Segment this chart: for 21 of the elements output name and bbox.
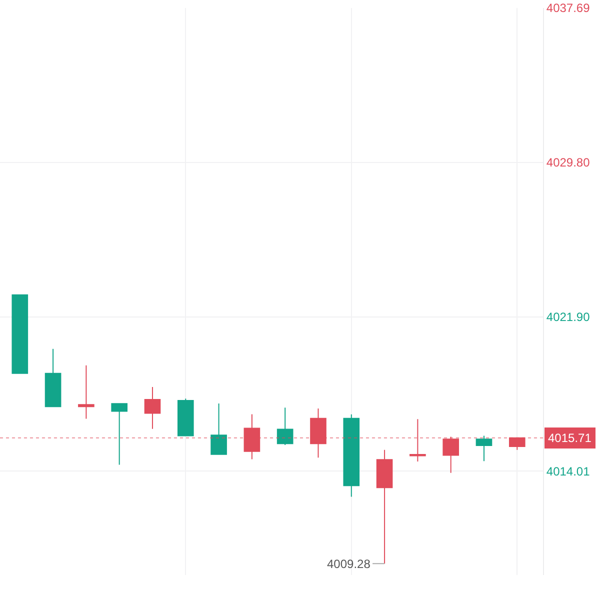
candlestick	[442, 436, 459, 474]
candlestick	[508, 437, 526, 450]
candlestick	[44, 348, 62, 408]
candlestick	[343, 414, 360, 498]
candlestick	[177, 398, 194, 436]
candlestick	[12, 294, 28, 374]
y-tick-label: 4021.90	[546, 310, 590, 324]
y-tick-label: 4029.80	[546, 156, 590, 170]
candlestick	[111, 403, 128, 466]
y-tick-label: 4014.01	[546, 464, 590, 478]
candlestick	[276, 407, 294, 446]
ref-line-label: 4015.71	[548, 431, 592, 445]
candlestick	[310, 408, 326, 458]
candlestick	[410, 418, 426, 462]
y-tick-label: 4037.69	[546, 1, 590, 16]
annotation: 4009.28	[327, 557, 371, 571]
candlestick	[476, 435, 492, 462]
candlestick	[144, 386, 161, 430]
candlestick	[78, 364, 94, 420]
candlestick	[210, 402, 227, 455]
candlestick	[244, 414, 260, 460]
